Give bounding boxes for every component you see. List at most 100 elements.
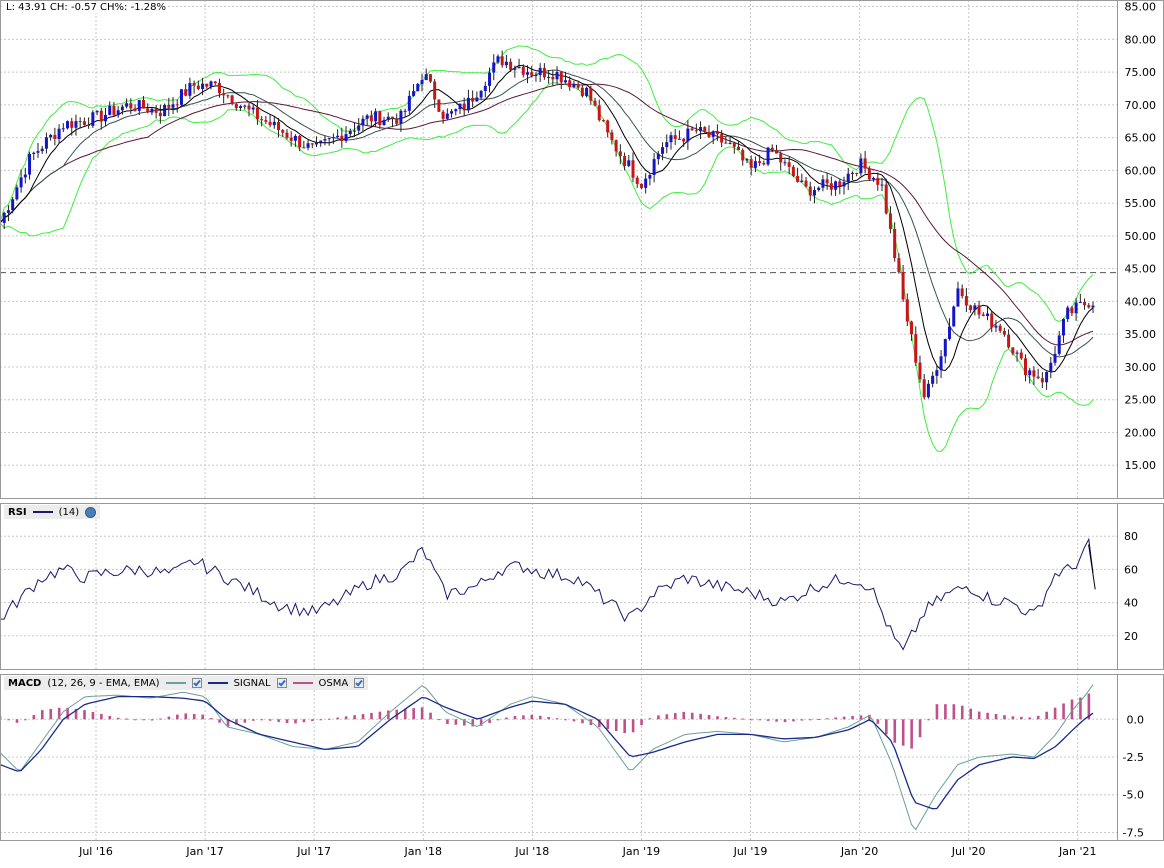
- osma-bar: [927, 719, 930, 721]
- candle-body: [825, 179, 829, 184]
- candle-body: [1032, 370, 1036, 377]
- candle-body: [428, 74, 432, 82]
- candle-body: [812, 190, 816, 196]
- price-tick-label: 25.00: [1125, 394, 1157, 407]
- osma-bar: [24, 719, 27, 721]
- candle-body: [1070, 307, 1074, 314]
- osma-bar: [935, 704, 939, 720]
- candle-body: [251, 107, 255, 110]
- candle-body: [133, 108, 137, 111]
- candle-body: [319, 140, 323, 143]
- candle-body: [931, 375, 935, 384]
- grid-layer: [0, 0, 1117, 840]
- osma-bar: [809, 719, 812, 721]
- osma-bar: [285, 719, 289, 724]
- price-tick-label: 75.00: [1125, 66, 1157, 79]
- candle-body: [905, 299, 909, 322]
- osma-bar: [749, 719, 753, 721]
- rsi-param: (14): [58, 506, 80, 518]
- candle-body: [652, 159, 656, 175]
- macd-legend[interactable]: MACD (12, 26, 9 - EMA, EMA) SIGNAL OSMA: [4, 676, 369, 690]
- candle-body: [694, 130, 698, 132]
- candle-body: [530, 72, 534, 76]
- rsi-panel-frame: [0, 503, 1164, 670]
- candle-body: [614, 140, 618, 152]
- candle-body: [686, 128, 690, 142]
- candle-body: [179, 89, 183, 105]
- candle-body: [1053, 353, 1057, 363]
- candle-body: [1049, 362, 1053, 372]
- osma-bar: [547, 716, 551, 720]
- candle-body: [217, 82, 221, 94]
- candle-body: [277, 121, 281, 131]
- candle-body: [513, 68, 517, 70]
- rsi-title: RSI: [8, 506, 27, 518]
- osma-bar: [1003, 715, 1006, 720]
- x-tick-label: Jan '21: [1058, 845, 1096, 858]
- price-tick-label: 80.00: [1125, 33, 1157, 46]
- osma-bar: [1011, 716, 1015, 720]
- candle-body: [677, 138, 681, 140]
- osma-bar: [496, 719, 500, 721]
- osma-bar: [66, 707, 69, 720]
- candle-body: [542, 67, 546, 78]
- osma-bar: [1053, 707, 1057, 720]
- candle-body: [948, 326, 952, 340]
- osma-bar: [488, 719, 491, 724]
- macd-checkbox-icon[interactable]: [191, 678, 202, 688]
- candle-body: [1019, 352, 1023, 359]
- osma-bar: [614, 719, 618, 732]
- osma-bar: [648, 718, 652, 720]
- osma-bar: [49, 708, 53, 720]
- osma-bar: [1087, 693, 1091, 720]
- candle-body: [576, 84, 580, 88]
- osma-bar: [57, 707, 61, 720]
- candle-body: [526, 72, 530, 75]
- osma-bar: [184, 713, 188, 720]
- osma-bar: [412, 708, 415, 720]
- osma-bar: [994, 713, 998, 720]
- candle-body: [618, 151, 622, 156]
- osma-bar: [960, 705, 964, 720]
- candle-body: [23, 174, 27, 178]
- candle-body: [433, 81, 437, 100]
- price-tick-label: 70.00: [1125, 99, 1157, 112]
- candle-body: [846, 173, 850, 183]
- candle-body: [500, 56, 504, 66]
- price-tick-label: 30.00: [1125, 361, 1157, 374]
- candle-body: [547, 76, 551, 78]
- osma-bar: [969, 708, 973, 720]
- candle-body: [918, 362, 922, 380]
- candle-body: [36, 151, 40, 153]
- candle-body: [563, 80, 567, 83]
- candle-body: [1083, 302, 1087, 306]
- candle-body: [720, 134, 724, 143]
- macd-tick-label: 0.0: [1127, 713, 1145, 726]
- candle-body: [1023, 358, 1027, 376]
- rsi-legend[interactable]: RSI (14): [4, 505, 101, 519]
- candle-body: [838, 181, 842, 187]
- candle-body: [1007, 334, 1011, 348]
- osma-checkbox-icon[interactable]: [354, 678, 365, 688]
- candle-body: [859, 158, 863, 174]
- x-tick-label: Jan '18: [403, 845, 441, 858]
- candle-body: [994, 325, 998, 328]
- signal-checkbox-icon[interactable]: [276, 678, 287, 688]
- osma-swatch: [292, 682, 313, 684]
- osma-bar: [564, 719, 567, 721]
- osma-bar: [716, 716, 719, 720]
- osma-bar: [665, 714, 669, 720]
- osma-bar: [885, 719, 888, 735]
- candle-body: [361, 118, 365, 126]
- globe-icon[interactable]: [85, 506, 97, 518]
- candle-body: [1091, 305, 1095, 308]
- candle-body: [821, 179, 825, 188]
- osma-bar: [944, 704, 947, 720]
- rsi-tick-label: 40: [1124, 597, 1138, 610]
- ma-fast-line: [0, 64, 1094, 373]
- osma-bar: [1045, 711, 1048, 720]
- osma-bar: [479, 719, 483, 726]
- signal-swatch: [207, 682, 228, 684]
- candle-body: [817, 187, 821, 191]
